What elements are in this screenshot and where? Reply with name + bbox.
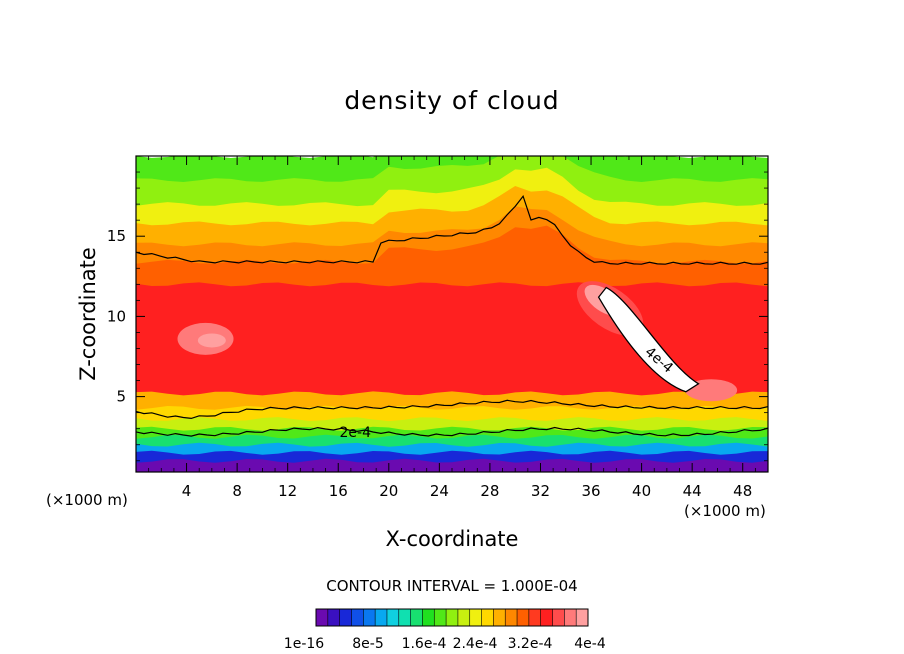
colorbar-swatch	[363, 609, 376, 626]
colorbar-swatch	[481, 609, 494, 626]
colorbar-swatch	[540, 609, 553, 626]
contour-label-2e-4: 2e-4	[340, 425, 372, 441]
colorbar-swatch	[564, 609, 577, 626]
colorbar-swatch	[457, 609, 471, 626]
field-band	[136, 458, 768, 472]
x-tick-label: 24	[430, 482, 449, 500]
colorbar-swatch	[434, 609, 447, 626]
colorbar-swatch	[351, 609, 364, 626]
high-density-core	[197, 333, 226, 348]
x-tick-label: 36	[581, 482, 600, 500]
colorbar-frame	[315, 608, 589, 627]
colorbar-label: 4e-4	[574, 636, 606, 652]
colorbar-swatch	[517, 609, 530, 626]
colorbar-swatch	[469, 609, 482, 626]
colorbar-swatch	[375, 609, 388, 626]
x-tick-label: 28	[480, 482, 499, 500]
y-tick-label: 10	[107, 307, 126, 325]
colorbar-label: 3.2e-4	[508, 636, 553, 652]
x-axis-label: X-coordinate	[385, 527, 519, 551]
colorbar-swatch	[327, 609, 340, 626]
x-tick-label: 20	[379, 482, 398, 500]
colorbar-swatch	[446, 609, 459, 626]
colorbar-swatch	[422, 609, 435, 626]
x-tick-label: 48	[733, 482, 752, 500]
colorbar-label: 1.6e-4	[402, 636, 447, 652]
colorbar-swatch	[410, 609, 423, 626]
x-tick-label: 4	[182, 482, 192, 500]
colorbar-swatch	[493, 609, 506, 626]
x-tick-label: 16	[329, 482, 348, 500]
x-tick-label: 12	[278, 482, 297, 500]
contour-upper	[136, 194, 768, 265]
colorbar-swatch	[316, 609, 329, 626]
x-tick-label: 8	[232, 482, 242, 500]
colorbar-swatch	[398, 609, 411, 626]
contour-mid	[136, 399, 768, 420]
x-unit-label-left: (×1000 m)	[46, 491, 128, 509]
colorbar-label: 2.4e-4	[453, 636, 498, 652]
x-tick-label: 40	[632, 482, 651, 500]
contour-2e-4	[136, 426, 768, 437]
colorbar-swatch	[505, 609, 518, 626]
max-density-region	[597, 286, 700, 393]
colorbar-label: 8e-5	[352, 636, 383, 652]
x-unit-label-right: (×1000 m)	[684, 502, 766, 520]
colorbar-swatch	[386, 609, 400, 626]
y-tick-label: 5	[116, 388, 126, 406]
colorbar-swatch	[576, 609, 589, 626]
colorbar-swatch	[339, 609, 352, 626]
colorbar-swatch	[528, 609, 541, 626]
colorbar-swatch	[552, 609, 565, 626]
y-tick-label: 15	[107, 227, 126, 245]
contour-interval-label: CONTOUR INTERVAL = 1.000E-04	[326, 577, 578, 595]
x-tick-label: 32	[531, 482, 550, 500]
x-tick-label: 44	[683, 482, 702, 500]
chart-title: density of cloud	[344, 86, 560, 115]
colorbar-label: 1e-16	[284, 636, 324, 652]
